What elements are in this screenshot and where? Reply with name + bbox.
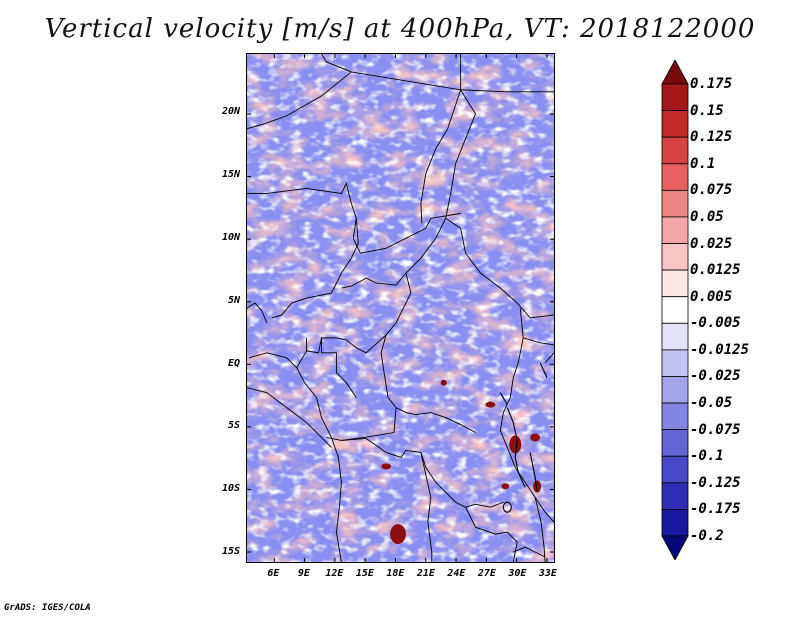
colorbar-label: -0.175 bbox=[690, 501, 741, 518]
lon-label: 6E bbox=[267, 568, 280, 579]
lon-label: 33E bbox=[538, 568, 557, 579]
colorbar-label: -0.125 bbox=[690, 474, 741, 491]
lat-label: EQ bbox=[227, 357, 240, 369]
colorbar-swatch bbox=[661, 482, 689, 510]
colorbar-label: -0.025 bbox=[690, 368, 741, 385]
grads-credit: GrADS: IGES/COLA bbox=[4, 603, 91, 613]
colorbar-label: -0.0125 bbox=[690, 341, 750, 358]
lakes bbox=[499, 362, 548, 513]
country-borders bbox=[247, 54, 554, 562]
colorbar-swatch bbox=[661, 83, 689, 111]
colorbar-label: 0.15 bbox=[690, 102, 724, 119]
colorbar-swatch bbox=[661, 322, 689, 351]
colorbar-swatch bbox=[661, 535, 689, 560]
colorbar bbox=[661, 60, 689, 560]
lat-label: 5N bbox=[227, 294, 240, 306]
colorbar-swatch bbox=[661, 269, 689, 298]
colorbar-label: 0.125 bbox=[690, 129, 733, 146]
colorbar-swatch bbox=[661, 243, 689, 271]
colorbar-label: -0.075 bbox=[690, 421, 741, 438]
colorbar-label: 0.025 bbox=[690, 235, 733, 252]
lat-label: 5S bbox=[227, 420, 240, 432]
colorbar-label: -0.005 bbox=[690, 315, 741, 332]
lat-label: 10S bbox=[221, 483, 240, 495]
lon-label: 30E bbox=[508, 568, 527, 579]
colorbar-label: 0.005 bbox=[690, 288, 733, 305]
lon-label: 24E bbox=[447, 568, 466, 579]
colorbar-swatch bbox=[661, 376, 689, 404]
colorbar-label: -0.1 bbox=[690, 448, 724, 465]
lon-label: 9E bbox=[297, 568, 310, 579]
colorbar-label: -0.05 bbox=[690, 395, 733, 412]
colorbar-label: -0.2 bbox=[690, 528, 724, 544]
lon-label: 15E bbox=[355, 568, 374, 579]
lat-label: 10N bbox=[221, 231, 240, 243]
lon-label: 12E bbox=[325, 568, 344, 579]
colorbar-swatch bbox=[661, 163, 689, 191]
chart-title: Vertical velocity [m/s] at 400hPa, VT: 2… bbox=[44, 14, 756, 44]
lat-label: 15S bbox=[221, 545, 240, 557]
white-field bbox=[247, 54, 554, 562]
lon-label: 27E bbox=[477, 568, 496, 579]
colorbar-swatch bbox=[661, 296, 689, 324]
colorbar-swatch bbox=[661, 110, 689, 138]
colorbar-swatch bbox=[661, 509, 689, 537]
grid-ticks bbox=[247, 54, 554, 562]
colorbar-label: 0.0125 bbox=[690, 262, 741, 279]
strong-updraft-cells bbox=[381, 379, 542, 545]
colorbar-label: 0.1 bbox=[690, 155, 716, 172]
lat-label: 20N bbox=[221, 106, 240, 118]
colorbar-swatch bbox=[661, 216, 689, 244]
lon-label: 21E bbox=[416, 568, 435, 579]
colorbar-swatch bbox=[661, 402, 689, 431]
colorbar-swatch bbox=[661, 429, 689, 457]
colorbar-label: 0.175 bbox=[690, 76, 733, 92]
lat-label: 15N bbox=[221, 169, 240, 181]
colorbar-swatch bbox=[661, 136, 689, 165]
colorbar-swatch bbox=[661, 60, 689, 85]
colorbar-swatch bbox=[661, 189, 689, 218]
colorbar-swatch bbox=[661, 349, 689, 377]
colorbar-label: 0.075 bbox=[690, 182, 733, 199]
colorbar-swatch bbox=[661, 455, 689, 484]
lon-label: 18E bbox=[386, 568, 405, 579]
colorbar-label: 0.05 bbox=[690, 208, 724, 225]
vertical-velocity-map bbox=[246, 53, 555, 563]
